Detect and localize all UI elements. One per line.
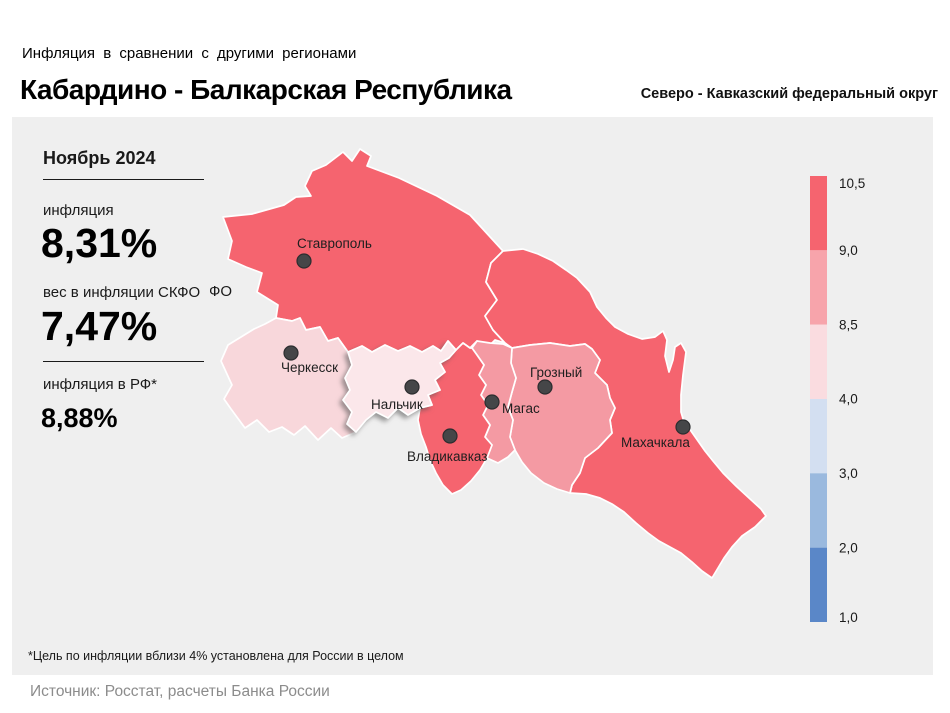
period-label: Ноябрь 2024 [43, 148, 156, 168]
legend-segment-1 [810, 176, 827, 251]
city-label-vladikavkaz: Владикавказ [407, 449, 487, 464]
legend-segment-4 [810, 398, 827, 474]
city-grozny: Грозный [530, 365, 582, 395]
legend-tick-8-5: 8,5 [839, 318, 858, 333]
city-label-magas: Магас [502, 401, 540, 416]
city-label-stavropol: Ставрополь [297, 236, 372, 251]
color-scale-legend: 10,5 9,0 8,5 4,0 3,0 2,0 1,0 [810, 176, 865, 625]
inflation-label: инфляция [43, 202, 114, 219]
city-makhachkala: Махачкала [621, 419, 691, 450]
weight-label: вес в инфляции СКФО [43, 284, 201, 301]
rf-inflation-label: инфляция в РФ* [43, 376, 158, 393]
legend-tick-9-0: 9,0 [839, 243, 858, 258]
city-label-grozny: Грозный [530, 365, 582, 380]
legend-tick-2-0: 2,0 [839, 541, 858, 556]
page-title: Кабардино - Балкарская Республика [20, 74, 512, 105]
city-dot-vladikavkaz [442, 428, 458, 444]
legend-segment-2 [810, 250, 827, 325]
region-karachay-cherkessia[interactable] [220, 317, 357, 441]
legend-tick-4-0: 4,0 [839, 392, 858, 407]
city-label-makhachkala: Махачкала [621, 435, 690, 450]
legend-segment-5 [810, 473, 827, 548]
weight-value: 7,47% [41, 303, 158, 349]
legend-segment-3 [810, 324, 827, 399]
legend-tick-3-0: 3,0 [839, 466, 858, 481]
city-dot-cherkessk [283, 345, 299, 361]
page-subtitle: Инфляция в сравнении с другими регионами [22, 45, 357, 62]
divider-bottom [43, 361, 204, 362]
city-dot-makhachkala [675, 419, 691, 435]
city-cherkessk: Черкесск [281, 345, 338, 375]
city-label-cherkessk: Черкесск [281, 360, 338, 375]
rf-inflation-value: 8,88% [41, 403, 118, 433]
legend-segment-6 [810, 547, 827, 622]
choropleth-map: ФО Ставрополь Черкесск Нальчик Владикавк… [210, 148, 767, 579]
region-kabardino-balkaria[interactable] [342, 340, 457, 433]
city-vladikavkaz: Владикавказ [407, 428, 487, 464]
city-nalchik: Нальчик [371, 379, 423, 412]
source-attribution: Источник: Росстат, расчеты Банка России [30, 683, 330, 700]
city-dot-magas [484, 394, 500, 410]
city-label-nalchik: Нальчик [371, 397, 423, 412]
neighbor-district-clipped-label: ФО [210, 283, 232, 300]
footnote: *Цель по инфляции вблизи 4% установлена … [28, 649, 404, 663]
divider-top [43, 179, 204, 180]
legend-tick-10-5: 10,5 [839, 176, 865, 191]
chart-panel: Ноябрь 2024 инфляция 8,31% вес в инфляци… [12, 117, 933, 675]
city-dot-grozny [537, 379, 553, 395]
city-stavropol: Ставрополь [296, 236, 372, 269]
city-dot-nalchik [404, 379, 420, 395]
federal-district-label: Северо - Кавказский федеральный округ [640, 86, 938, 102]
legend-tick-1-0: 1,0 [839, 610, 858, 625]
inflation-value: 8,31% [41, 220, 158, 266]
city-dot-stavropol [296, 253, 312, 269]
city-magas: Магас [484, 394, 540, 416]
